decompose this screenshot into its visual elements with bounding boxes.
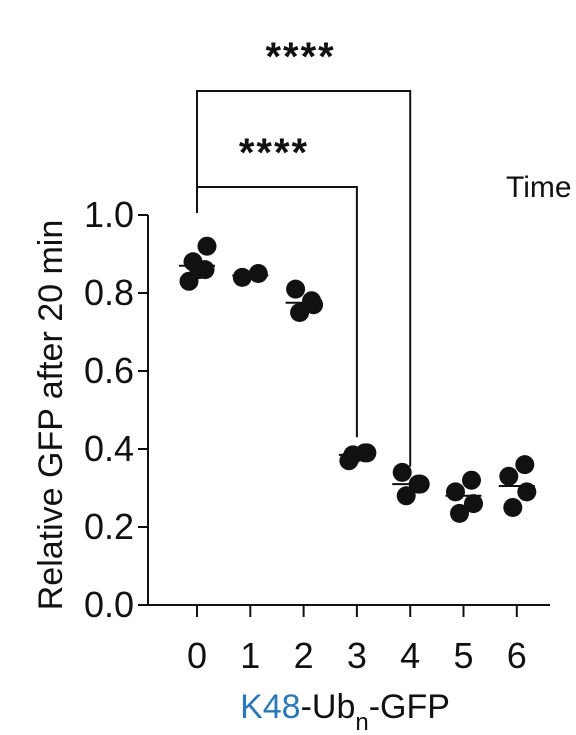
data-point — [410, 474, 430, 494]
data-point — [464, 494, 483, 514]
data-point — [446, 482, 465, 502]
x-tick-label: 0 — [187, 635, 207, 676]
data-point — [248, 264, 268, 283]
x-axis-title-prefix: K48 — [240, 688, 301, 726]
x-tick-label: 3 — [347, 635, 367, 676]
y-tick-label: 0.4 — [84, 428, 134, 469]
y-axis-title: Relative GFP after 20 min — [32, 220, 70, 611]
y-tick-label: 0.8 — [84, 272, 134, 313]
data-point — [396, 486, 416, 506]
data-point — [515, 455, 535, 475]
data-points — [179, 236, 537, 523]
data-point — [189, 260, 209, 280]
x-axis-title-subscript: n — [355, 709, 368, 735]
data-point — [304, 295, 324, 315]
data-point — [462, 470, 481, 490]
data-point — [357, 443, 377, 463]
significance-label: **** — [239, 131, 309, 175]
x-axis-title-mid: -Ub — [301, 688, 356, 726]
x-tick-label: 4 — [400, 635, 420, 676]
data-point — [286, 279, 306, 299]
y-tick-label: 0.6 — [84, 350, 134, 391]
data-point — [517, 482, 537, 502]
x-axis-title-suffix: -GFP — [369, 688, 450, 726]
data-point — [499, 466, 519, 486]
significance-bracket — [196, 186, 358, 438]
axes: 0.0 0.2 0.4 0.6 0.8 1.0 0 1 2 3 4 5 6 — [84, 194, 550, 676]
data-point — [392, 462, 412, 482]
x-tick-label: 2 — [294, 635, 314, 676]
significance-brackets: **** **** — [196, 35, 412, 467]
y-tick-label: 0.2 — [84, 506, 134, 547]
x-tick-label: 1 — [240, 635, 260, 676]
data-point — [343, 445, 363, 465]
data-point — [290, 303, 310, 322]
data-point — [450, 503, 469, 523]
y-tick-label: 0.0 — [84, 584, 134, 625]
significance-label: **** — [265, 35, 335, 79]
data-point — [232, 267, 252, 287]
x-tick-label: 5 — [453, 635, 473, 676]
cut-off-label: Time — [506, 171, 572, 204]
x-axis-title: K48-Ubn-GFP — [240, 688, 450, 735]
data-point — [197, 236, 217, 256]
data-point — [503, 498, 523, 517]
significance-bracket — [196, 90, 412, 467]
y-tick-label: 1.0 — [84, 194, 134, 235]
x-tick-label: 6 — [507, 635, 527, 676]
